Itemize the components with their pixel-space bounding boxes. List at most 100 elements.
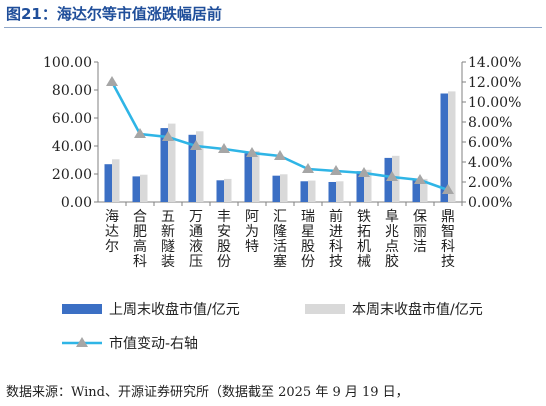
- legend-marker: [76, 337, 88, 347]
- bar-last-week: [412, 179, 420, 202]
- line-marker: [358, 167, 370, 177]
- category-labels: 海达尔合肥高科五新隧装万通液压丰安股份阿为特汇隆活塞瑞星股份前进科技铁拓机械阜兆…: [105, 208, 455, 270]
- bar-last-week: [216, 180, 224, 202]
- category-char: 海: [105, 209, 119, 225]
- category-char: 压: [189, 254, 203, 270]
- bar-last-week: [356, 171, 364, 202]
- y-right-tick-label: 0.00%: [468, 195, 512, 211]
- category-char: 新: [161, 224, 175, 240]
- category-char: 鼎: [441, 209, 455, 225]
- category-char: 科: [133, 254, 147, 270]
- legend-swatch: [62, 304, 102, 314]
- bar-last-week: [132, 176, 140, 202]
- legend-item-1: 上周末收盘市值/亿元: [62, 301, 240, 318]
- category-char: 前: [329, 208, 343, 225]
- category-char: 股: [217, 239, 231, 255]
- y-right-tick-label: 2.00%: [468, 175, 512, 191]
- y-right-tick-label: 8.00%: [468, 115, 512, 131]
- legend-label: 上周末收盘市值/亿元: [109, 301, 240, 318]
- category-char: 装: [161, 254, 175, 270]
- category-char: 智: [441, 224, 455, 240]
- source-note: 数据来源：Wind、开源证券研究所（数据截至 2025 年 9 月 19 日，: [6, 385, 409, 400]
- category-char: 阿: [245, 209, 259, 225]
- line-marker: [218, 143, 230, 153]
- bar-this-week: [364, 169, 372, 202]
- bar-last-week: [244, 153, 252, 202]
- bars: [104, 91, 456, 202]
- bar-last-week: [160, 128, 168, 202]
- y-right-tick-label: 14.00%: [468, 55, 521, 71]
- bar-this-week: [196, 131, 204, 202]
- category-char: 胶: [385, 253, 399, 270]
- category-char: 尔: [105, 239, 119, 255]
- line-marker: [162, 131, 174, 141]
- category-char: 械: [357, 254, 371, 270]
- line-marker: [302, 163, 314, 173]
- bar-this-week: [112, 159, 120, 202]
- category-char: 机: [357, 239, 371, 255]
- category-char: 肥: [133, 224, 147, 240]
- figure-title: 图21：海达尔等市值涨跌幅居前: [6, 5, 222, 23]
- line-marker: [274, 150, 286, 160]
- category-char: 塞: [273, 253, 287, 270]
- category-char: 活: [273, 239, 287, 255]
- category-char: 拓: [357, 224, 371, 240]
- line-marker: [442, 184, 454, 194]
- category-label: 保丽洁: [413, 209, 427, 255]
- category-char: 丰: [217, 209, 231, 225]
- bar-last-week: [272, 175, 280, 202]
- line-marker: [134, 128, 146, 138]
- category-char: 点: [385, 239, 399, 255]
- bar-last-week: [328, 181, 336, 202]
- y-right-tick-label: 10.00%: [468, 95, 521, 111]
- y-left-tick-label: 20.00: [52, 167, 92, 183]
- bar-last-week: [188, 134, 196, 202]
- bar-last-week: [300, 181, 308, 202]
- category-char: 五: [161, 209, 175, 225]
- category-char: 丽: [413, 224, 427, 240]
- category-char: 兆: [385, 224, 399, 240]
- bar-this-week: [420, 178, 428, 202]
- category-char: 洁: [413, 239, 427, 255]
- category-char: 隧: [161, 239, 175, 255]
- bar-last-week: [440, 93, 448, 202]
- line-marker: [386, 171, 398, 181]
- category-char: 安: [217, 224, 231, 240]
- category-char: 进: [329, 224, 343, 240]
- category-char: 合: [133, 209, 147, 225]
- line-marker: [106, 76, 118, 86]
- category-char: 液: [189, 239, 203, 255]
- y-left-tick-label: 100.00: [43, 55, 92, 71]
- category-char: 科: [329, 239, 343, 255]
- category-char: 特: [245, 239, 259, 255]
- bar-this-week: [252, 150, 260, 202]
- category-label: 海达尔: [105, 209, 119, 255]
- category-char: 通: [189, 224, 203, 240]
- category-char: 科: [441, 239, 455, 255]
- category-char: 汇: [273, 209, 287, 225]
- legend-swatch: [305, 304, 345, 314]
- category-char: 瑞: [301, 209, 315, 225]
- category-char: 达: [105, 224, 119, 240]
- y-left-tick-label: 0.00: [61, 195, 92, 211]
- category-char: 星: [301, 224, 315, 240]
- line-marker: [190, 140, 202, 150]
- category-char: 保: [413, 209, 427, 225]
- legend-item-2: 本周末收盘市值/亿元: [305, 301, 483, 318]
- category-label: 阿为特: [245, 209, 259, 255]
- legend-label: 市值变动-右轴: [109, 335, 198, 352]
- y-right-tick-label: 4.00%: [468, 155, 512, 171]
- bar-this-week: [140, 174, 148, 202]
- bar-this-week: [168, 123, 176, 202]
- y-right-tick-label: 6.00%: [468, 135, 512, 151]
- category-char: 隆: [273, 224, 287, 240]
- line-marker: [246, 147, 258, 157]
- bar-this-week: [336, 181, 344, 202]
- bar-this-week: [448, 91, 456, 202]
